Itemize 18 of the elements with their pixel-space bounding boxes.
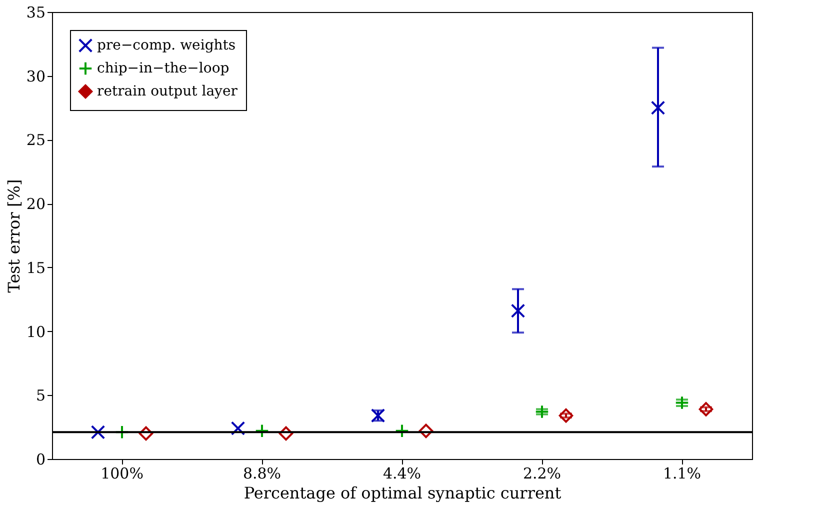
y-tick-label: 5	[36, 386, 46, 405]
y-tick-label: 20	[26, 195, 46, 214]
x-tick-label: 4.4%	[382, 464, 422, 482]
x-tick-label: 2.2%	[522, 464, 562, 482]
x-tick-label: 1.1%	[662, 464, 702, 482]
y-tick-label: 0	[36, 450, 46, 468]
y-tick-label: 25	[26, 131, 46, 150]
legend-label: pre−comp. weights	[97, 38, 236, 54]
y-tick-label: 15	[26, 258, 46, 277]
legend-label: retrain output layer	[97, 84, 238, 100]
x-axis-title: Percentage of optimal synaptic current	[244, 484, 562, 502]
x-tick-label: 100%	[100, 464, 144, 482]
y-tick-label: 30	[26, 67, 46, 86]
legend-label: chip−in−the−loop	[97, 60, 230, 76]
x-tick-label: 8.8%	[242, 464, 282, 482]
y-tick-label: 10	[26, 322, 46, 341]
y-axis-title: Test error [%]	[4, 179, 24, 293]
y-tick-label: 35	[26, 4, 46, 22]
